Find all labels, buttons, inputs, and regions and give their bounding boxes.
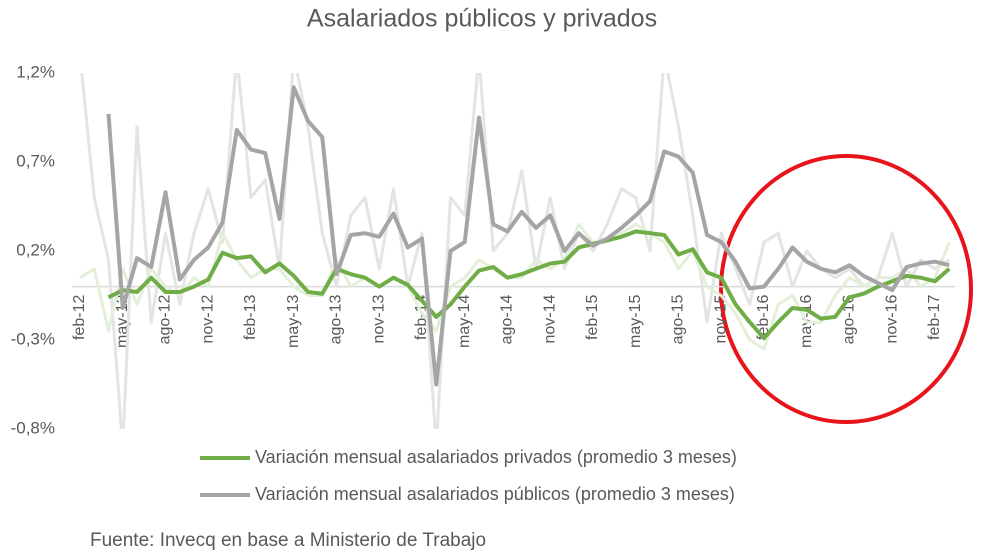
x-tick-label: feb-13 (242, 295, 259, 340)
x-tick-label: nov-12 (199, 294, 216, 343)
source-note: Fuente: Invecq en base a Ministerio de T… (90, 530, 486, 551)
x-tick-label: ago-12 (157, 295, 174, 345)
x-tick-label: may-15 (627, 295, 644, 348)
chart-title: Asalariados públicos y privados (307, 5, 657, 33)
y-tick-label: 0,2% (16, 240, 55, 259)
x-tick-label: ago-13 (328, 295, 345, 345)
x-tick-label: may-13 (285, 295, 302, 348)
x-tick-label: feb-12 (71, 295, 88, 340)
x-tick-label: feb-17 (926, 295, 943, 340)
y-tick-label: 0,7% (16, 151, 55, 170)
x-tick-label: may-14 (456, 295, 473, 348)
x-tick-label: ago-15 (670, 295, 687, 345)
x-tick-label: nov-13 (370, 294, 387, 343)
x-tick-label: ago-16 (841, 295, 858, 345)
series-line (106, 85, 950, 387)
y-tick-label: -0,3% (11, 329, 55, 348)
y-tick-label: -0,8% (11, 418, 55, 437)
x-tick-label: nov-16 (883, 294, 900, 343)
x-tick-label: nov-14 (541, 294, 558, 343)
x-tick-label: ago-14 (499, 295, 516, 345)
x-tick-label: feb-16 (755, 295, 772, 340)
highlight-circle (719, 154, 973, 424)
x-tick-label: nov-15 (712, 294, 729, 343)
legend-label: Variación mensual asalariados públicos (… (255, 484, 735, 504)
series-line (107, 229, 951, 341)
faint-series-group (80, 73, 951, 429)
y-tick-label: 1,2% (16, 62, 55, 81)
x-tick-label: feb-15 (584, 295, 601, 340)
monthly-line (80, 73, 951, 429)
legend-label: Variación mensual asalariados privados (… (255, 447, 737, 467)
